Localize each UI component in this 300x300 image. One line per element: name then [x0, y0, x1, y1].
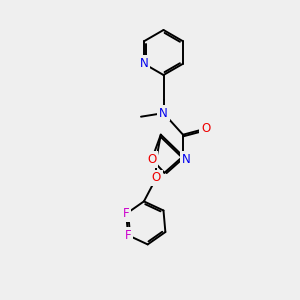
Text: O: O — [152, 171, 161, 184]
Text: O: O — [201, 122, 210, 135]
Text: N: N — [159, 106, 168, 120]
Text: N: N — [140, 57, 148, 70]
Text: O: O — [147, 153, 156, 166]
Text: F: F — [123, 207, 130, 220]
Text: F: F — [125, 229, 131, 242]
Text: N: N — [182, 153, 191, 166]
